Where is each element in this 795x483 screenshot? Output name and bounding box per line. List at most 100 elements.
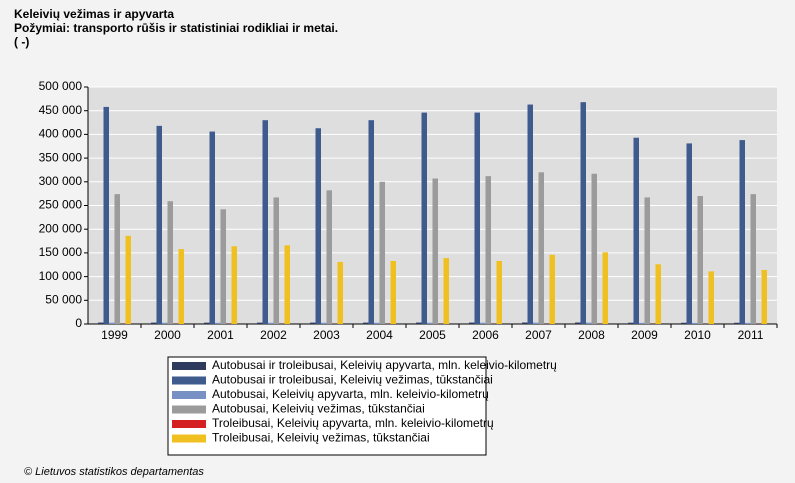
- bar: [633, 137, 639, 324]
- legend-label: Autobusai ir troleibusai, Keleivių vežim…: [212, 373, 493, 387]
- bar: [262, 120, 268, 325]
- bar: [474, 112, 480, 324]
- y-tick-label: 400 000: [39, 127, 83, 141]
- bar: [496, 260, 502, 324]
- y-tick-label: 50 000: [45, 292, 82, 306]
- bar: [204, 322, 210, 324]
- bar: [602, 252, 608, 324]
- bar: [681, 322, 687, 324]
- bar: [326, 190, 332, 324]
- x-tick-label: 2002: [260, 328, 287, 342]
- legend-label: Troleibusai, Keleivių vežimas, tūkstanči…: [212, 431, 430, 445]
- legend-swatch: [172, 434, 206, 443]
- x-tick-label: 2003: [313, 328, 340, 342]
- bar: [220, 209, 226, 324]
- legend-label: Autobusai ir troleibusai, Keleivių apyva…: [212, 358, 557, 372]
- bar: [151, 322, 157, 324]
- bar: [321, 322, 327, 324]
- bar: [538, 172, 544, 324]
- y-tick-label: 0: [75, 316, 82, 330]
- y-tick-label: 250 000: [39, 198, 83, 212]
- bar: [655, 264, 661, 324]
- y-tick-label: 100 000: [39, 269, 83, 283]
- bar: [586, 322, 592, 324]
- bar: [549, 254, 555, 324]
- x-tick-label: 2011: [738, 328, 764, 342]
- bar: [209, 131, 215, 324]
- legend-swatch: [172, 420, 206, 428]
- source: © Lietuvos statistikos departamentas: [24, 466, 204, 478]
- bar: [310, 322, 316, 324]
- bar: [708, 271, 714, 324]
- bar: [750, 194, 756, 324]
- bar: [379, 181, 385, 324]
- bar: [480, 322, 486, 324]
- bar: [390, 260, 396, 324]
- bar: [416, 322, 422, 324]
- bar: [215, 322, 221, 324]
- legend-swatch: [172, 362, 206, 370]
- bar: [178, 249, 184, 324]
- bar: [469, 322, 475, 324]
- bar: [284, 245, 290, 324]
- bar: [639, 322, 645, 324]
- x-tick-label: 2000: [154, 328, 181, 342]
- x-tick-label: 2004: [366, 328, 393, 342]
- bar: [156, 125, 162, 324]
- bar: [427, 322, 433, 324]
- chart-subtitle: Požymiai: transporto rūšis ir statistini…: [14, 21, 338, 35]
- bar: [315, 128, 321, 324]
- y-tick-label: 350 000: [39, 150, 83, 164]
- bar: [363, 322, 369, 324]
- bar: [734, 322, 740, 324]
- y-tick-label: 300 000: [39, 174, 83, 188]
- bar: [114, 194, 120, 324]
- legend-swatch: [172, 376, 206, 385]
- bar: [268, 322, 274, 324]
- x-tick-label: 2005: [419, 328, 446, 342]
- bar: [591, 173, 597, 324]
- legend-swatch: [172, 391, 206, 399]
- x-tick-label: 2007: [525, 328, 552, 342]
- bar: [368, 120, 374, 325]
- bar: [761, 269, 767, 324]
- legend-label: Autobusai, Keleivių apyvarta, mln. kelei…: [212, 387, 489, 401]
- bar: [745, 322, 751, 324]
- bar: [739, 140, 745, 324]
- bar: [109, 322, 115, 324]
- y-label: ( -): [14, 35, 29, 49]
- bar: [697, 196, 703, 324]
- bar: [162, 322, 168, 324]
- y-tick-label: 500 000: [39, 79, 83, 93]
- bar: [644, 197, 650, 324]
- bar: [337, 261, 343, 324]
- x-tick-label: 2001: [207, 328, 234, 342]
- bar: [692, 322, 698, 324]
- y-tick-label: 150 000: [39, 245, 83, 259]
- chart-title: Keleivių vežimas ir apyvarta: [14, 7, 174, 21]
- bar: [432, 178, 438, 324]
- bar: [125, 235, 131, 324]
- legend-label: Autobusai, Keleivių vežimas, tūkstančiai: [212, 402, 425, 416]
- x-tick-label: 2006: [472, 328, 499, 342]
- bar: [522, 322, 528, 324]
- y-tick-label: 200 000: [39, 221, 83, 235]
- x-tick-label: 2008: [578, 328, 605, 342]
- x-tick-label: 2010: [684, 328, 711, 342]
- x-tick-label: 1999: [101, 328, 128, 342]
- bar: [628, 322, 634, 324]
- bar: [533, 322, 539, 324]
- bar: [686, 143, 692, 324]
- bar: [580, 102, 586, 324]
- bar: [98, 322, 104, 324]
- bar: [421, 112, 427, 324]
- x-tick-label: 2009: [631, 328, 658, 342]
- legend-swatch: [172, 405, 206, 414]
- legend-label: Troleibusai, Keleivių apyvarta, mln. kel…: [212, 416, 494, 430]
- bar: [485, 176, 491, 324]
- bar: [527, 104, 533, 325]
- legend: [167, 356, 487, 456]
- bar: [443, 258, 449, 324]
- bar: [575, 322, 581, 324]
